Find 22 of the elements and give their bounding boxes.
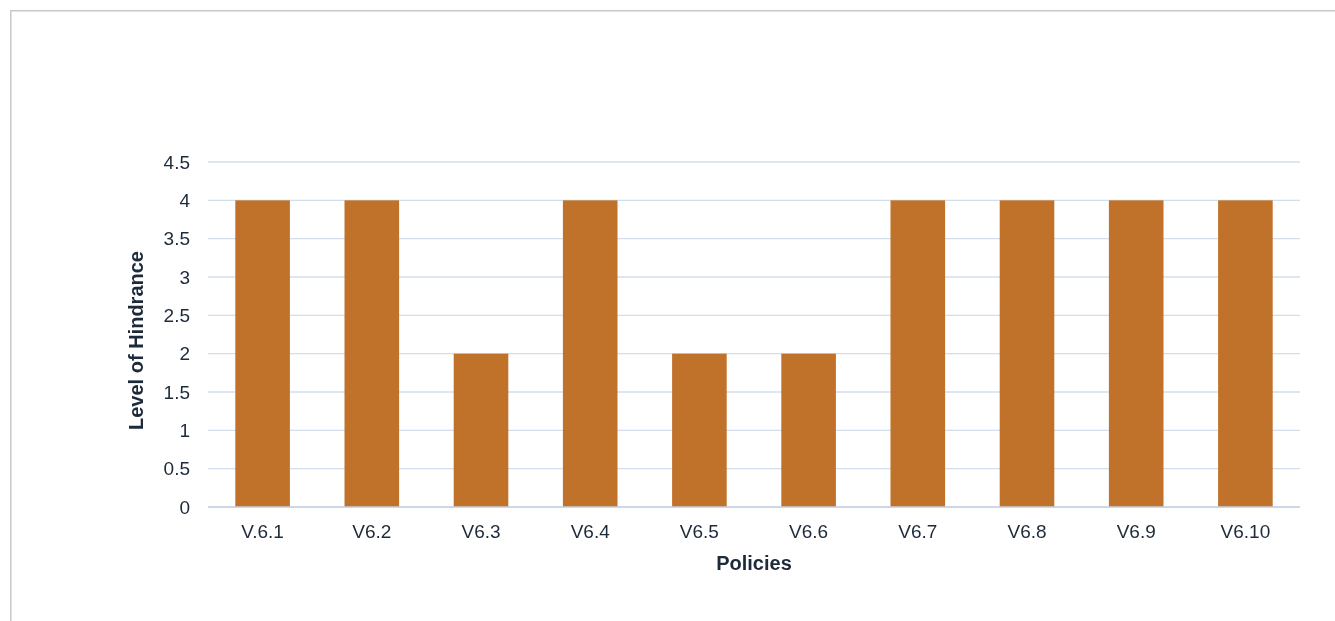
y-tick-label: 0.5 [163,458,190,480]
y-axis-title: Level of Hindrance [125,251,147,430]
x-tick-label: V6.8 [1007,521,1047,542]
x-tick-label: V6.3 [461,521,501,542]
x-axis-title: Policies [716,552,792,574]
x-tick-label: V6.7 [898,521,938,542]
y-tick-label: 1 [179,419,190,441]
y-tick-label: 0 [179,496,190,518]
y-tick-label: 4.5 [163,151,190,173]
y-tick-label: 3 [179,266,190,288]
y-tick-label: 1.5 [163,381,190,403]
x-tick-label: V6.9 [1116,521,1156,542]
x-tick-label: V6.6 [789,521,829,542]
y-tick-label: 2.5 [163,304,190,326]
x-tick-label: V6.2 [352,521,392,542]
x-tick-label: V.6.1 [241,521,284,542]
x-tick-label: V6.10 [1220,521,1271,542]
y-tick-label: 3.5 [163,228,190,250]
y-tick-label: 4 [179,189,191,211]
y-tick-label: 2 [179,343,190,365]
x-tick-label: V6.4 [570,521,611,542]
x-tick-label: V6.5 [679,521,719,542]
